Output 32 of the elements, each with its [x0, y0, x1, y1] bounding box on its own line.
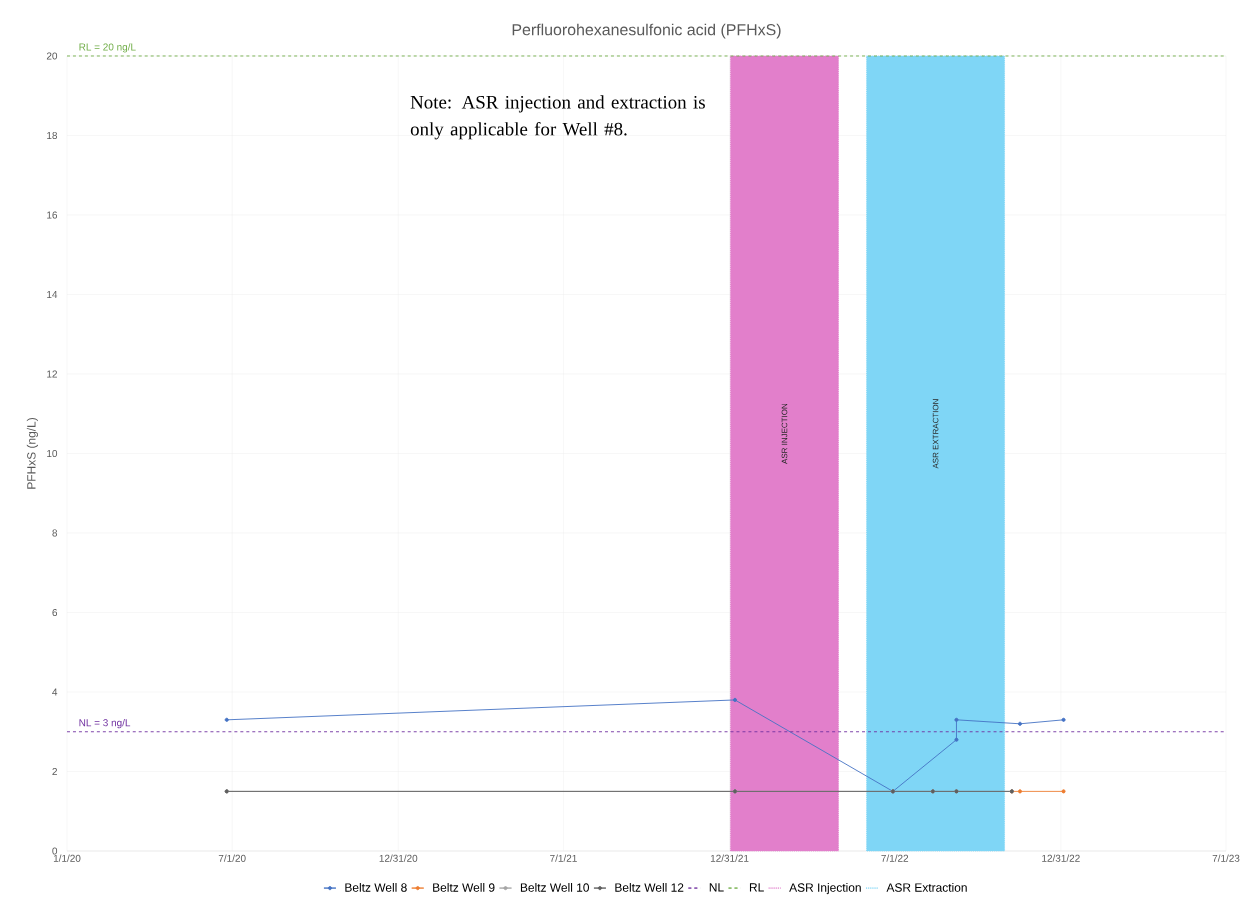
x-tick-label: 12/31/22 — [1042, 854, 1080, 862]
x-tick-label: 1/1/20 — [53, 854, 81, 862]
y-tick-label: 20 — [46, 52, 58, 60]
chart-title: Perfluorohexanesulfonic acid (PFHxS) — [512, 23, 781, 39]
y-tick-label: 12 — [47, 370, 57, 378]
legend-label: Beltz Well 10 — [520, 883, 590, 892]
x-tick-label: 12/31/21 — [710, 854, 749, 862]
x-tick-label: 7/1/23 — [1212, 854, 1240, 862]
x-tick-label: 7/1/20 — [218, 854, 246, 862]
annotation: RL = 20 ng/L — [79, 43, 136, 53]
legend-label: Beltz Well 8 — [345, 883, 407, 892]
annotation: NL = 3 ng/L — [79, 718, 131, 729]
y-tick-label: 6 — [52, 608, 58, 617]
y-tick-label: 10 — [47, 449, 58, 458]
legend-label: Beltz Well 12 — [615, 883, 684, 892]
y-tick-label: 14 — [47, 291, 58, 298]
y-tick-label: 8 — [52, 529, 58, 537]
x-tick-label: 7/1/21 — [550, 854, 577, 862]
y-tick-label: 0 — [52, 847, 58, 855]
legend-label: Beltz Well 9 — [433, 883, 495, 892]
legend-label: ASR Injection — [789, 883, 861, 895]
x-tick-label: 7/1/22 — [881, 854, 909, 862]
legend-label: NL — [709, 883, 724, 892]
y-tick-label: 18 — [47, 131, 58, 140]
legend-label: ASR Extraction — [886, 883, 967, 892]
y-tick-label: 4 — [52, 688, 58, 696]
y-tick-label: 2 — [52, 768, 57, 775]
y-tick-label: 16 — [47, 211, 58, 219]
annotation: Note: ASR injection and extraction is only applicable for Well #8. — [410, 95, 705, 140]
legend-label: RL — [749, 883, 764, 892]
x-tick-label: 12/31/20 — [379, 854, 418, 862]
y-axis-title: PFHxS (ng/L) — [26, 418, 38, 489]
